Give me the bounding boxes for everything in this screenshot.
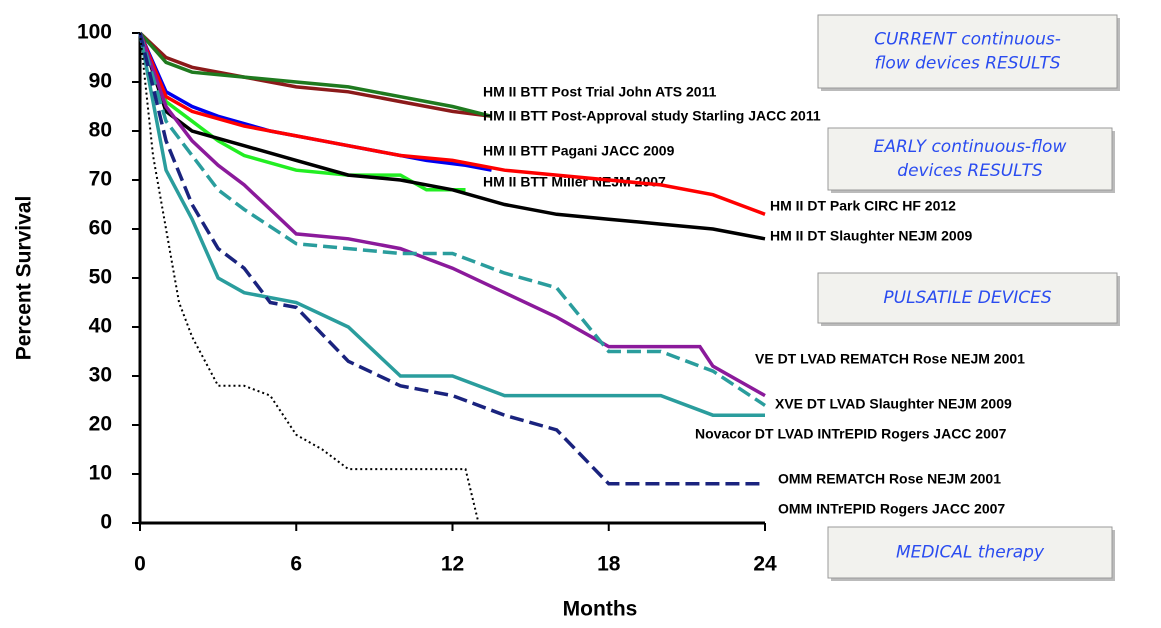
y-tick-label: 80: [89, 119, 112, 142]
series-label: HM II BTT Post-Approval study Starling J…: [483, 108, 821, 124]
series-label: HM II BTT Post Trial John ATS 2011: [483, 84, 717, 100]
annotation-text: PULSATILE DEVICES: [883, 288, 1051, 308]
series-line: [138, 31, 492, 118]
annotation-box: [827, 526, 1113, 579]
x-tick-label: 12: [441, 553, 464, 576]
annotation-text: MEDICAL therapy: [896, 543, 1045, 563]
series-label: XVE DT LVAD Slaughter NEJM 2009: [775, 396, 1012, 412]
series-line: [138, 32, 765, 486]
x-tick-label: 0: [134, 553, 146, 576]
annotation-text: CURRENT continuous-: [874, 30, 1061, 50]
series-line: [138, 32, 766, 241]
series-line: [138, 32, 766, 407]
annotation-box: [827, 127, 1113, 191]
series-label: HM II DT Park CIRC HF 2012: [770, 198, 956, 214]
annotation-box: [817, 14, 1118, 89]
x-tick-label: 18: [597, 553, 621, 576]
annotation-text: devices RESULTS: [897, 161, 1043, 181]
annotation-box: [817, 272, 1118, 324]
y-tick-label: 20: [89, 413, 112, 436]
x-axis-title: Months: [563, 598, 638, 621]
series-line: [139, 32, 765, 524]
annotation-text: flow devices RESULTS: [874, 54, 1060, 74]
y-tick-label: 50: [89, 266, 112, 289]
y-tick-label: 40: [89, 315, 112, 338]
series-label: HM II BTT Miller NEJM 2007: [483, 174, 666, 190]
y-tick-label: 60: [89, 217, 112, 240]
y-tick-label: 30: [89, 364, 112, 387]
y-tick-label: 100: [77, 21, 112, 44]
x-tick-label: 24: [753, 553, 777, 576]
series-label: HM II BTT Pagani JACC 2009: [483, 143, 675, 159]
series-label: VE DT LVAD REMATCH Rose NEJM 2001: [755, 351, 1025, 367]
y-tick-label: 10: [89, 462, 112, 485]
series-line: [138, 32, 492, 172]
series-label: Novacor DT LVAD INTrEPID Rogers JACC 200…: [695, 426, 1007, 442]
series-line: [138, 32, 766, 216]
y-tick-label: 0: [100, 511, 112, 534]
x-tick-label: 6: [290, 553, 302, 576]
annotation-text: EARLY continuous-flow: [874, 137, 1067, 157]
y-tick-label: 70: [89, 168, 112, 191]
y-tick-label: 90: [89, 70, 112, 93]
series-line: [138, 31, 492, 119]
series-label: OMM INTrEPID Rogers JACC 2007: [778, 501, 1005, 517]
series-label: HM II DT Slaughter NEJM 2009: [770, 228, 972, 244]
series-label: OMM REMATCH Rose NEJM 2001: [778, 471, 1001, 487]
series-line: [138, 32, 766, 398]
series-line: [138, 32, 765, 417]
y-axis-title: Percent Survival: [13, 196, 36, 361]
